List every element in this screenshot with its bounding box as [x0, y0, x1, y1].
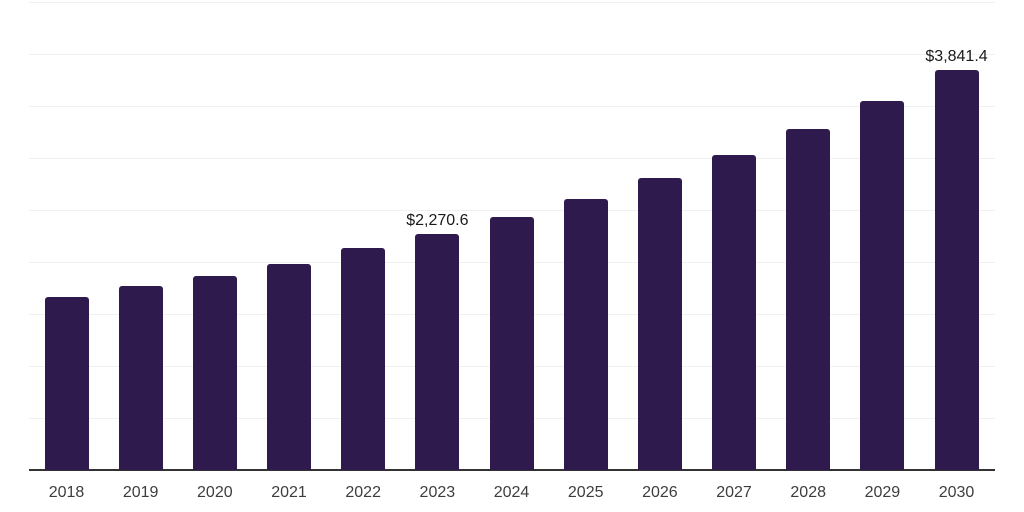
x-axis-line	[29, 469, 995, 471]
x-tick-label-2028: 2028	[790, 484, 826, 501]
bar-2030	[934, 70, 979, 470]
bar-2020	[192, 276, 237, 470]
x-tick-label-2026: 2026	[642, 484, 678, 501]
bar-2018	[44, 296, 89, 470]
bar-2029	[860, 101, 905, 470]
x-tick-label-2023: 2023	[419, 484, 456, 501]
gridline	[29, 210, 995, 211]
gridline	[29, 2, 995, 3]
x-tick-label-2030: 2030	[938, 484, 975, 501]
x-tick-label-2025: 2025	[567, 484, 604, 501]
bar-2028	[786, 129, 831, 470]
x-tick-label-2027: 2027	[716, 484, 752, 501]
bar-value-label-2023: $2,270.6	[406, 211, 469, 229]
bar-2021	[267, 263, 311, 470]
bar-2019	[118, 285, 163, 470]
gridline	[29, 54, 995, 55]
x-tick-label-2019: 2019	[122, 484, 159, 501]
x-tick-label-2024: 2024	[493, 484, 530, 501]
bar-2024	[489, 216, 534, 470]
gridline	[29, 158, 995, 159]
gridline	[29, 106, 995, 107]
bar-2026	[637, 178, 682, 470]
bar-2027	[712, 155, 757, 470]
x-tick-label-2020: 2020	[197, 484, 233, 501]
x-tick-label-2018: 2018	[48, 484, 85, 501]
x-tick-label-2021: 2021	[271, 484, 307, 501]
bar-2023	[415, 233, 460, 470]
bar-2022	[341, 248, 386, 470]
bar-2025	[563, 198, 608, 470]
x-tick-label-2022: 2022	[345, 484, 381, 501]
x-tick-label-2029: 2029	[864, 484, 901, 501]
bar-value-label-2030: $3,841.4	[925, 48, 988, 66]
